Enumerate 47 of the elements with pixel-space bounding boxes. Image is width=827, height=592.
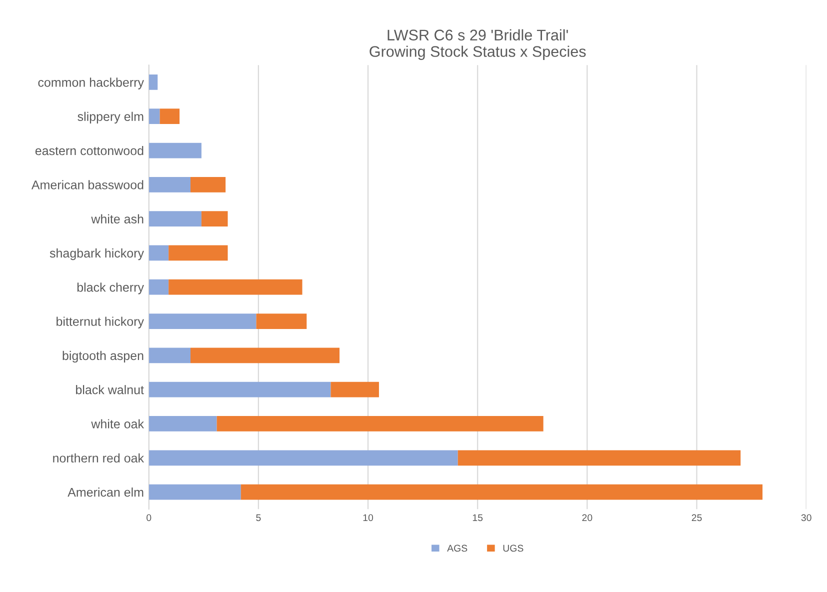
y-tick-label: American basswood [31,180,144,190]
bar [216,416,544,432]
y-tick-label: common hackberry [38,78,144,90]
y-tick-label: black cherry [77,282,144,294]
x-tick-label: 15 [472,514,483,522]
y-tick-label: black walnut [76,385,144,394]
bar [148,142,202,158]
y-tick-label: white oak [91,419,144,428]
x-tick-label: 10 [363,514,374,522]
bar [148,74,158,90]
bar [148,348,190,364]
bar [458,450,741,466]
y-tick-label: eastern cottonwood [35,146,144,156]
y-tick-label: shagbark hickory [50,248,144,260]
bar [201,211,228,226]
bar [190,176,226,192]
bar [148,279,169,295]
bar [148,314,256,329]
chart-title: LWSR C6 s 29 'Bridle Trail' Growing Stock Status x Species [370,29,586,60]
bar [190,348,340,364]
y-tick-label: slippery elm [78,112,144,124]
x-tick-label: 0 [146,514,152,522]
bar [148,108,160,124]
bar [148,245,169,261]
bar [168,245,228,261]
x-tick-label: 20 [582,514,592,522]
y-tick-label: bigtooth aspen [62,350,144,363]
bar [148,382,331,398]
bar [148,450,458,466]
bar [148,176,190,192]
bar [256,314,307,329]
x-tick-label: 30 [801,514,812,522]
legend-label: UGS [503,544,524,552]
bar [148,484,241,500]
x-tick-label: 25 [692,514,702,522]
legend-label: AGS [447,544,468,552]
y-tick-label: bitternut hickory [56,316,144,328]
bar [148,211,202,226]
bar [148,416,217,432]
y-tick-label: northern red oak [53,453,144,463]
bar [330,382,379,398]
bar [160,108,180,124]
x-tick-label: 5 [256,514,261,522]
bar [240,484,762,500]
bar [168,279,302,295]
y-tick-label: American elm [68,488,144,497]
y-tick-label: white ash [91,214,144,224]
